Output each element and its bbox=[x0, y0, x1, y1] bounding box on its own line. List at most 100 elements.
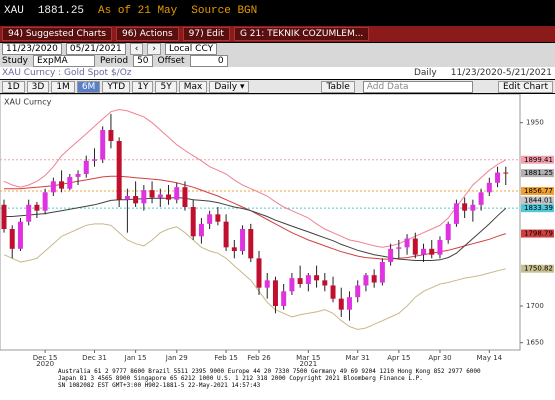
edit-chart[interactable]: Edit Chart bbox=[497, 80, 553, 93]
next[interactable]: › bbox=[147, 43, 161, 55]
last-value-label: 1798.79 bbox=[524, 230, 553, 238]
candle-body bbox=[240, 229, 246, 251]
candle-body bbox=[174, 187, 180, 200]
range-button[interactable]: 6M bbox=[76, 80, 101, 93]
x-year-label: 2021 bbox=[299, 360, 317, 366]
study[interactable]: ExpMA bbox=[33, 55, 95, 67]
range-button[interactable]: 3D bbox=[26, 80, 50, 93]
x-year-label: 2020 bbox=[36, 360, 54, 366]
last-value-label: 1856.77 bbox=[524, 187, 553, 195]
candle-body bbox=[305, 275, 311, 284]
study-row: Study ExpMA Period 50 Offset 0 bbox=[0, 55, 555, 67]
candle-body bbox=[215, 214, 221, 222]
candle-body bbox=[91, 159, 97, 161]
candle-body bbox=[83, 160, 89, 174]
candle-body bbox=[281, 291, 287, 306]
period[interactable]: 50 bbox=[133, 55, 153, 67]
controls: 11/23/2020 05/21/2021 ‹ › Local CCY bbox=[0, 43, 555, 55]
x-tick-label: Dec 31 bbox=[82, 354, 107, 362]
candle-body bbox=[149, 190, 155, 198]
header: XAU 1881.25 As of 21 May Source BGN bbox=[0, 0, 555, 22]
candle-body bbox=[108, 130, 114, 141]
period-label: Period bbox=[100, 56, 129, 66]
actions[interactable]: 96) Actions bbox=[115, 27, 179, 41]
candle-body bbox=[437, 240, 443, 255]
candle-body bbox=[470, 204, 476, 211]
candle-body bbox=[322, 280, 328, 286]
template[interactable]: G 21: TEKNIK COZUMLEM... bbox=[233, 27, 370, 41]
study-label: Study bbox=[2, 56, 28, 66]
range-button[interactable]: 1D bbox=[2, 80, 25, 93]
x-tick-label: Apr 30 bbox=[428, 354, 451, 362]
last-value-box bbox=[521, 196, 554, 205]
plot-frame bbox=[0, 94, 521, 351]
y-tick-label: 1950 bbox=[526, 119, 544, 127]
last-value-box bbox=[521, 187, 554, 196]
candle-body bbox=[182, 187, 188, 207]
last-value-box bbox=[521, 155, 554, 164]
date-start[interactable]: 11/23/2020 bbox=[2, 43, 62, 55]
candle-body bbox=[231, 247, 237, 251]
add-data[interactable]: Add Data bbox=[362, 80, 473, 93]
candle-body bbox=[190, 207, 196, 237]
currency[interactable]: Local CCY bbox=[164, 43, 218, 55]
range-button[interactable]: 1Y bbox=[132, 80, 154, 93]
last-value-label: 1899.41 bbox=[524, 156, 553, 164]
candle-body bbox=[124, 196, 130, 200]
edit[interactable]: 97) Edit bbox=[182, 27, 230, 41]
range-bar: 1D 3D 1M 6M YTD 1Y 5Y Max Daily ▾ Table Add Dat… bbox=[0, 80, 555, 93]
candle-body bbox=[75, 174, 81, 177]
candle-body bbox=[346, 297, 352, 310]
unit: $/Oz bbox=[110, 68, 132, 78]
source: Source BGN bbox=[191, 5, 258, 17]
candle-body bbox=[388, 248, 394, 262]
candle-body bbox=[363, 275, 369, 286]
candle-body bbox=[256, 258, 262, 288]
candle-body bbox=[59, 181, 65, 189]
ticker: XAU bbox=[4, 5, 24, 17]
candle-body bbox=[34, 204, 40, 211]
toolbar: 94) Suggested Charts 96) Actions 97) Edi… bbox=[0, 26, 555, 42]
candle-body bbox=[264, 280, 270, 288]
last-value-label: 1844.01 bbox=[524, 196, 553, 204]
candle-body bbox=[453, 203, 459, 224]
footer: Australia 61 2 9777 8600 Brazil 5511 239… bbox=[0, 366, 555, 400]
last-value-label: 1833.39 bbox=[524, 204, 553, 212]
last-value-box bbox=[521, 204, 554, 213]
x-tick-label: Apr 15 bbox=[387, 354, 410, 362]
range-button[interactable]: YTD bbox=[102, 80, 131, 93]
legend-label: XAU Curncy bbox=[4, 98, 52, 107]
range-button[interactable]: 5Y bbox=[155, 80, 177, 93]
x-tick-label: May 14 bbox=[477, 354, 503, 362]
candle-body bbox=[421, 248, 427, 255]
table[interactable]: Table bbox=[321, 80, 355, 93]
security-name: XAU Curncy : Gold Spot bbox=[2, 68, 109, 78]
range-button[interactable]: Max bbox=[178, 80, 208, 93]
range-button[interactable]: 1M bbox=[51, 80, 75, 93]
prev[interactable]: ‹ bbox=[129, 43, 144, 55]
candle-body bbox=[495, 172, 501, 183]
candle-body bbox=[338, 298, 344, 310]
last-value-box bbox=[521, 229, 554, 238]
candle-body bbox=[157, 194, 163, 198]
offset[interactable]: 0 bbox=[189, 55, 228, 67]
x-tick-label: Mar 15 bbox=[296, 354, 320, 362]
security-row: XAU Curncy : Gold Spot $/Oz Daily 11/23/… bbox=[0, 67, 555, 79]
candle-body bbox=[116, 141, 122, 200]
candle-body bbox=[379, 262, 385, 283]
candle-body bbox=[1, 204, 7, 229]
x-tick-label: Jan 15 bbox=[124, 354, 147, 362]
y-tick-label: 1650 bbox=[526, 339, 544, 347]
candle-body bbox=[67, 176, 73, 189]
candle-body bbox=[314, 275, 320, 281]
last-value-label: 1881.25 bbox=[524, 169, 553, 177]
date-end[interactable]: 05/21/2021 bbox=[65, 43, 126, 55]
last-value-box bbox=[521, 264, 554, 273]
candle-body bbox=[330, 285, 336, 299]
suggested-charts[interactable]: 94) Suggested Charts bbox=[2, 27, 112, 41]
as-of: As of 21 May bbox=[98, 5, 178, 17]
x-tick-label: Dec 15 bbox=[33, 354, 58, 362]
period-select[interactable]: Daily ▾ bbox=[209, 80, 250, 93]
last-value-label: 1750.82 bbox=[524, 265, 553, 273]
